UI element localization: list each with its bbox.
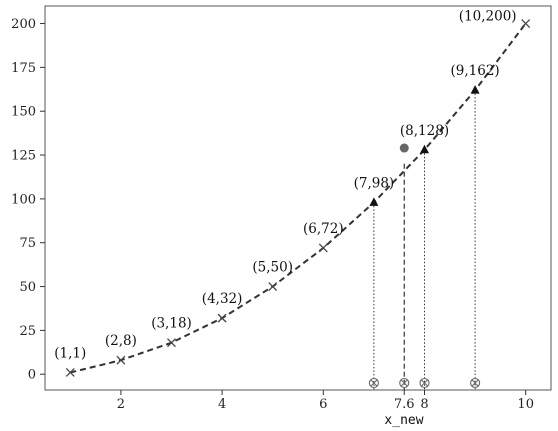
y-tick-label: 175 — [11, 61, 36, 76]
x-tick-label: 4 — [218, 397, 226, 412]
x-marker — [268, 282, 278, 292]
x-marker-stroke — [65, 368, 75, 377]
y-tick-label: 200 — [11, 17, 36, 32]
point-label: (9,162) — [451, 63, 500, 79]
axis-circle-cross — [370, 379, 378, 387]
x-marker — [521, 19, 531, 28]
x-tick-label: 6 — [319, 397, 327, 412]
y-tick-label: 50 — [19, 280, 36, 295]
x-marker — [217, 313, 227, 323]
triangle-marker — [420, 144, 429, 154]
x-marker-stroke — [521, 19, 531, 28]
axis-circle — [368, 377, 379, 389]
y-tick-label: 100 — [11, 192, 36, 207]
plot-area — [44, 5, 552, 391]
y-tick-label: 125 — [11, 149, 36, 164]
x-tick-label: 2 — [117, 397, 125, 412]
x-marker-stroke — [217, 313, 227, 323]
axis-circle-cross — [400, 379, 408, 387]
axis-circle-marker — [368, 377, 379, 389]
x-marker-stroke — [167, 338, 176, 348]
axis-circle — [399, 377, 410, 389]
x-marker-stroke — [116, 355, 126, 365]
plot-frame — [44, 5, 552, 391]
point-label: (3,18) — [151, 316, 192, 332]
x-marker — [318, 243, 328, 253]
axis-circle — [419, 377, 430, 389]
y-tick-label: 75 — [19, 236, 36, 251]
point-label: (4,32) — [202, 291, 243, 307]
x-marker — [65, 368, 75, 377]
axis-circle-marker — [399, 377, 410, 389]
axis-circle-cross — [471, 379, 479, 387]
triangle-marker — [470, 85, 480, 94]
series-group — [70, 22, 527, 374]
x-marker-stroke — [318, 243, 328, 253]
y-tick-label: 25 — [19, 324, 36, 339]
axis-circle-marker — [470, 377, 481, 389]
point-label: (1,1) — [54, 345, 86, 361]
drop-lines — [373, 90, 476, 390]
x-tick-label: 10 — [517, 397, 534, 412]
point-label: (8,128) — [400, 123, 449, 139]
x-tick-label: 7.6 — [394, 397, 415, 412]
point-label: (7,98) — [354, 175, 395, 191]
highlight-point — [399, 143, 409, 153]
series-line — [70, 22, 527, 374]
triangle-marker — [369, 197, 379, 206]
x-marker-stroke — [268, 282, 278, 292]
x-marker — [116, 355, 126, 365]
point-label: (6,72) — [303, 221, 344, 237]
y-tick-label: 150 — [11, 105, 36, 120]
y-tick-label: 0 — [28, 368, 36, 383]
x-marker — [167, 338, 176, 348]
point-labels: (1,1) (2,8) (3,18) (4,32) (5,50) (6,72) (7,98)… — [54, 9, 516, 362]
x-axis-title: x_new — [384, 413, 423, 428]
point-label: (5,50) — [252, 260, 293, 276]
point-label: (10,200) — [459, 9, 517, 25]
axis-circle — [470, 377, 481, 389]
x-tick-label: 8 — [420, 397, 428, 412]
point-label: (2,8) — [105, 333, 137, 349]
markers-group — [65, 19, 531, 389]
axis-circle-cross — [421, 379, 428, 387]
axis-circle-marker — [419, 377, 430, 389]
